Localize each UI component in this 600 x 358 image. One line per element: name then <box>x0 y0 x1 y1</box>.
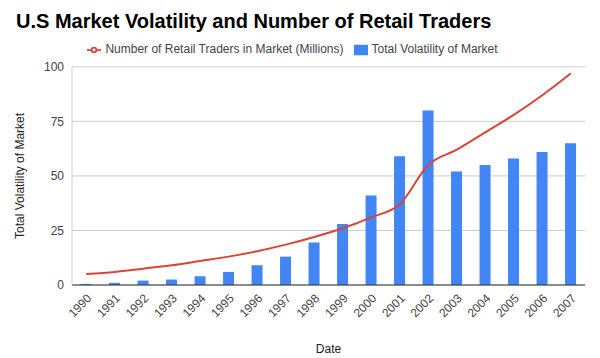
svg-text:1990: 1990 <box>66 291 95 320</box>
svg-text:100: 100 <box>44 60 64 74</box>
svg-text:2002: 2002 <box>408 291 437 320</box>
svg-text:2006: 2006 <box>522 291 551 320</box>
svg-text:1994: 1994 <box>180 291 209 320</box>
svg-text:2000: 2000 <box>351 291 380 320</box>
svg-text:2007: 2007 <box>550 291 579 320</box>
svg-text:2001: 2001 <box>379 291 408 320</box>
svg-text:1998: 1998 <box>294 291 323 320</box>
svg-text:1999: 1999 <box>322 291 351 320</box>
svg-text:1995: 1995 <box>208 291 237 320</box>
svg-text:Total Volatility of Market: Total Volatility of Market <box>13 112 27 239</box>
svg-text:75: 75 <box>51 115 65 129</box>
svg-text:1992: 1992 <box>123 291 152 320</box>
svg-text:1997: 1997 <box>265 291 294 320</box>
svg-text:2003: 2003 <box>436 291 465 320</box>
html-text:U.S Market Volatility and Numb: U.S Market Volatility and Number of Reta… <box>16 10 492 32</box>
html-text:Number of Retail Traders in Ma: Number of Retail Traders in Market (Mill… <box>105 42 344 56</box>
svg-text:Date: Date <box>316 342 342 356</box>
svg-text:0: 0 <box>57 278 64 292</box>
svg-text:1996: 1996 <box>237 291 266 320</box>
svg-text:25: 25 <box>51 224 65 238</box>
svg-text:2005: 2005 <box>493 291 522 320</box>
svg-text:50: 50 <box>51 169 65 183</box>
svg-text:2004: 2004 <box>465 291 494 320</box>
svg-text:1991: 1991 <box>94 291 123 320</box>
svg-text:1993: 1993 <box>151 291 180 320</box>
html-text:Total Volatility of Market: Total Volatility of Market <box>371 42 498 56</box>
